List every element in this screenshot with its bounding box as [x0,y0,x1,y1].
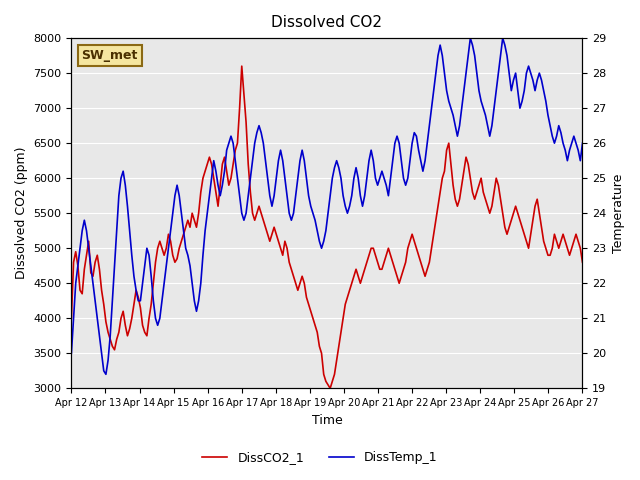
DissTemp_1 [467,35,474,41]
DissCO2_1 [276,245,284,251]
DissCO2_1 [579,259,586,265]
Line: DissTemp_1: DissTemp_1 [72,38,582,374]
DissCO2_1 [119,308,127,314]
DissCO2_1 [326,385,334,391]
Line: DissCO2_1: DissCO2_1 [72,66,582,388]
DissTemp_1 [276,147,284,153]
DissCO2_1 [68,315,76,321]
Y-axis label: Temperature: Temperature [612,174,625,253]
DissTemp_1 [311,217,319,223]
DissTemp_1 [579,140,586,146]
DissCO2_1 [311,323,319,328]
DissCO2_1 [426,259,433,265]
DissCO2_1 [471,196,479,202]
DissTemp_1 [424,140,431,146]
DissCO2_1 [238,63,246,69]
DissTemp_1 [512,70,520,76]
Title: Dissolved CO2: Dissolved CO2 [271,15,383,30]
Text: SW_met: SW_met [82,49,138,62]
DissTemp_1 [122,182,129,188]
Y-axis label: Dissolved CO2 (ppm): Dissolved CO2 (ppm) [15,147,28,279]
Legend: DissCO2_1, DissTemp_1: DissCO2_1, DissTemp_1 [197,446,443,469]
DissTemp_1 [102,372,109,377]
DissTemp_1 [68,350,76,356]
DissCO2_1 [512,204,520,209]
X-axis label: Time: Time [312,414,342,427]
DissTemp_1 [471,53,479,59]
